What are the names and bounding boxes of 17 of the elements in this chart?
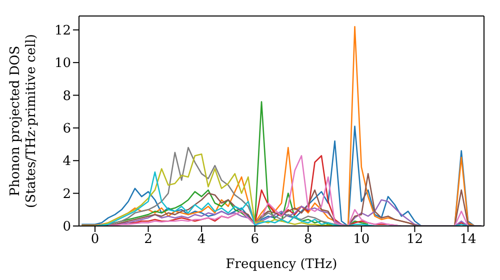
y-tick-label: 4 <box>62 154 71 170</box>
y-axis-title: Phonon projected DOS (States/THz·primitive cell) <box>8 34 39 208</box>
y-tick-label: 6 <box>62 122 71 137</box>
y-tick-label: 8 <box>62 88 71 104</box>
x-tick-label: 0 <box>90 232 100 248</box>
y-tick-label: 10 <box>54 56 71 72</box>
x-tick-label: 12 <box>406 232 423 248</box>
x-tick-label: 4 <box>197 232 206 248</box>
x-tick-label: 14 <box>460 232 476 248</box>
x-tick-label: 2 <box>144 232 152 248</box>
y-tick-label: 0 <box>62 220 71 235</box>
x-tick-label: 10 <box>353 232 370 248</box>
x-tick-label: 8 <box>304 232 312 248</box>
x-tick-label: 6 <box>250 232 259 248</box>
y-tick-label: 12 <box>54 24 71 39</box>
y-tick-label: 2 <box>62 186 71 202</box>
x-axis-title: Frequency (THz) <box>226 257 338 272</box>
